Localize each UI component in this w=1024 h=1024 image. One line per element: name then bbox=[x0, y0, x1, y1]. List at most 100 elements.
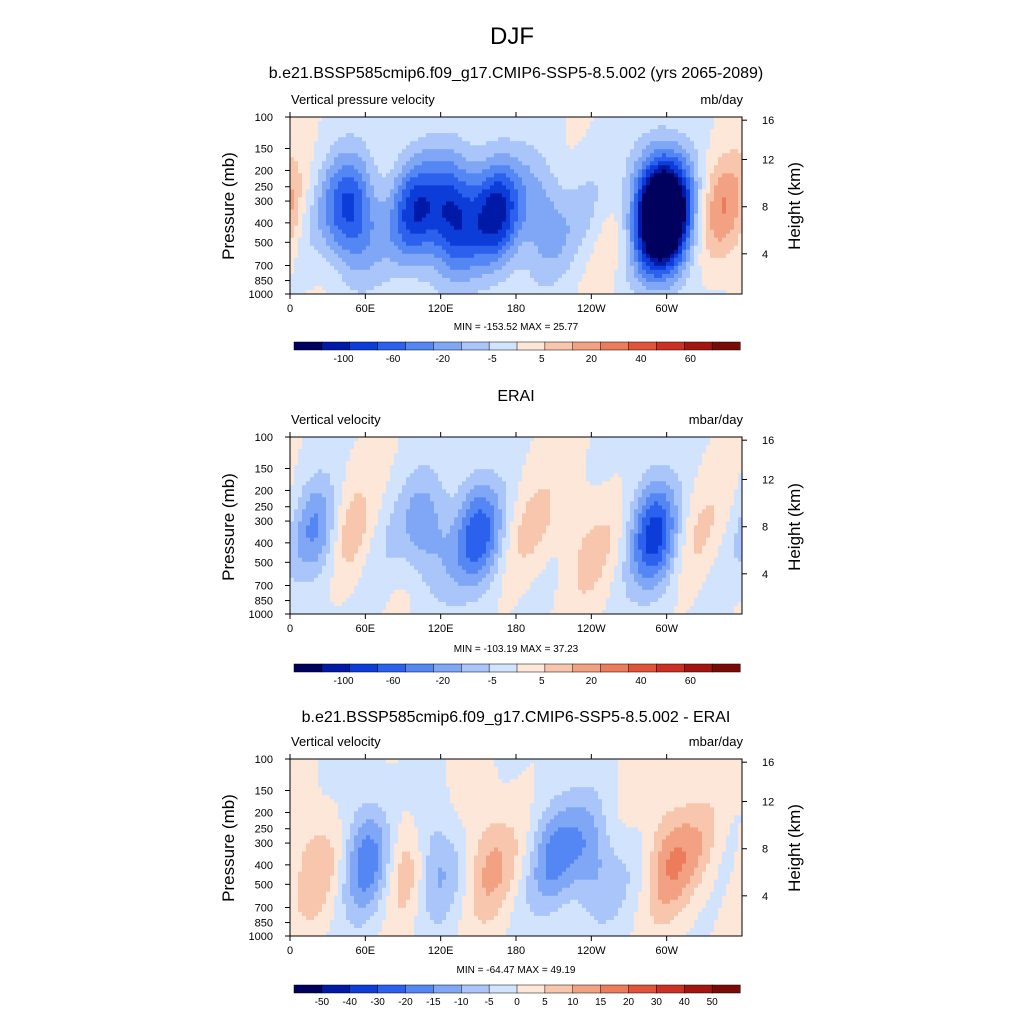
field-cell bbox=[450, 273, 455, 279]
field-cell bbox=[730, 269, 735, 275]
field-cell bbox=[690, 117, 695, 122]
field-cell bbox=[638, 173, 643, 178]
field-cell bbox=[498, 269, 503, 275]
field-cell bbox=[706, 273, 711, 279]
field-cell bbox=[430, 185, 435, 191]
field-cell bbox=[534, 141, 539, 146]
field-cell bbox=[522, 145, 527, 150]
field-cell bbox=[730, 125, 735, 130]
field-cell bbox=[574, 261, 579, 267]
field-cell bbox=[306, 273, 311, 279]
field-cell bbox=[514, 177, 519, 182]
field-cell bbox=[462, 229, 467, 235]
field-cell bbox=[406, 245, 411, 251]
field-cell bbox=[322, 153, 327, 158]
field-cell bbox=[586, 285, 591, 291]
field-cell bbox=[622, 237, 627, 243]
field-cell bbox=[322, 273, 327, 279]
field-cell bbox=[298, 217, 303, 223]
field-cell bbox=[330, 193, 335, 199]
field-cell bbox=[502, 221, 507, 227]
field-cell bbox=[646, 289, 651, 294]
field-cell bbox=[490, 117, 495, 122]
field-cell bbox=[650, 273, 655, 279]
field-cell bbox=[610, 257, 615, 263]
field-cell bbox=[382, 213, 387, 219]
field-cell bbox=[402, 157, 407, 162]
field-cell bbox=[398, 185, 403, 191]
field-cell bbox=[710, 221, 715, 227]
field-cell bbox=[330, 161, 335, 166]
field-cell bbox=[618, 181, 623, 186]
field-cell bbox=[682, 193, 687, 199]
field-cell bbox=[574, 197, 579, 203]
field-cell bbox=[622, 289, 627, 294]
field-cell bbox=[450, 213, 455, 219]
field-cell bbox=[730, 233, 735, 239]
field-cell bbox=[334, 161, 339, 166]
field-cell bbox=[670, 249, 675, 255]
field-cell bbox=[730, 225, 735, 231]
field-cell bbox=[622, 201, 627, 207]
field-cell bbox=[534, 153, 539, 158]
field-cell bbox=[522, 173, 527, 178]
field-cell bbox=[422, 265, 427, 271]
field-cell bbox=[642, 145, 647, 150]
field-cell bbox=[474, 125, 479, 130]
field-cell bbox=[382, 133, 387, 138]
field-cell bbox=[414, 249, 419, 255]
field-cell bbox=[514, 241, 519, 247]
field-cell bbox=[570, 245, 575, 251]
field-cell bbox=[650, 181, 655, 186]
field-cell bbox=[578, 261, 583, 267]
field-cell bbox=[486, 269, 491, 275]
field-cell bbox=[606, 269, 611, 275]
field-cell bbox=[558, 137, 563, 142]
field-cell bbox=[322, 117, 327, 122]
field-cell bbox=[482, 193, 487, 199]
field-cell bbox=[566, 173, 571, 178]
field-cell bbox=[574, 273, 579, 279]
field-cell bbox=[294, 289, 299, 294]
field-cell bbox=[350, 117, 355, 122]
field-cell bbox=[474, 185, 479, 191]
field-cell bbox=[434, 245, 439, 251]
field-cell bbox=[442, 257, 447, 263]
field-cell bbox=[602, 189, 607, 195]
field-cell bbox=[598, 289, 603, 294]
field-cell bbox=[670, 233, 675, 239]
field-cell bbox=[534, 241, 539, 247]
field-cell bbox=[574, 277, 579, 283]
field-cell bbox=[390, 117, 395, 122]
field-cell bbox=[290, 257, 295, 263]
field-cell bbox=[586, 273, 591, 279]
field-cell bbox=[474, 281, 479, 287]
field-cell bbox=[590, 137, 595, 142]
field-cell bbox=[510, 193, 515, 199]
field-cell bbox=[538, 269, 543, 275]
field-cell bbox=[330, 201, 335, 207]
field-cell bbox=[430, 237, 435, 243]
field-cell bbox=[626, 257, 631, 263]
field-cell bbox=[386, 165, 391, 170]
field-cell bbox=[378, 245, 383, 251]
field-cell bbox=[706, 285, 711, 291]
field-cell bbox=[658, 225, 663, 231]
field-cell bbox=[558, 189, 563, 195]
field-cell bbox=[582, 205, 587, 211]
field-cell bbox=[362, 161, 367, 166]
field-cell bbox=[422, 173, 427, 178]
field-cell bbox=[586, 277, 591, 283]
field-cell bbox=[358, 225, 363, 231]
field-cell bbox=[350, 189, 355, 195]
field-cell bbox=[634, 121, 639, 126]
field-cell bbox=[422, 237, 427, 243]
field-cell bbox=[554, 245, 559, 251]
field-cell bbox=[610, 193, 615, 199]
field-cell bbox=[658, 265, 663, 271]
field-cell bbox=[578, 213, 583, 219]
field-cell bbox=[610, 269, 615, 275]
field-cell bbox=[678, 133, 683, 138]
field-cell bbox=[414, 225, 419, 231]
